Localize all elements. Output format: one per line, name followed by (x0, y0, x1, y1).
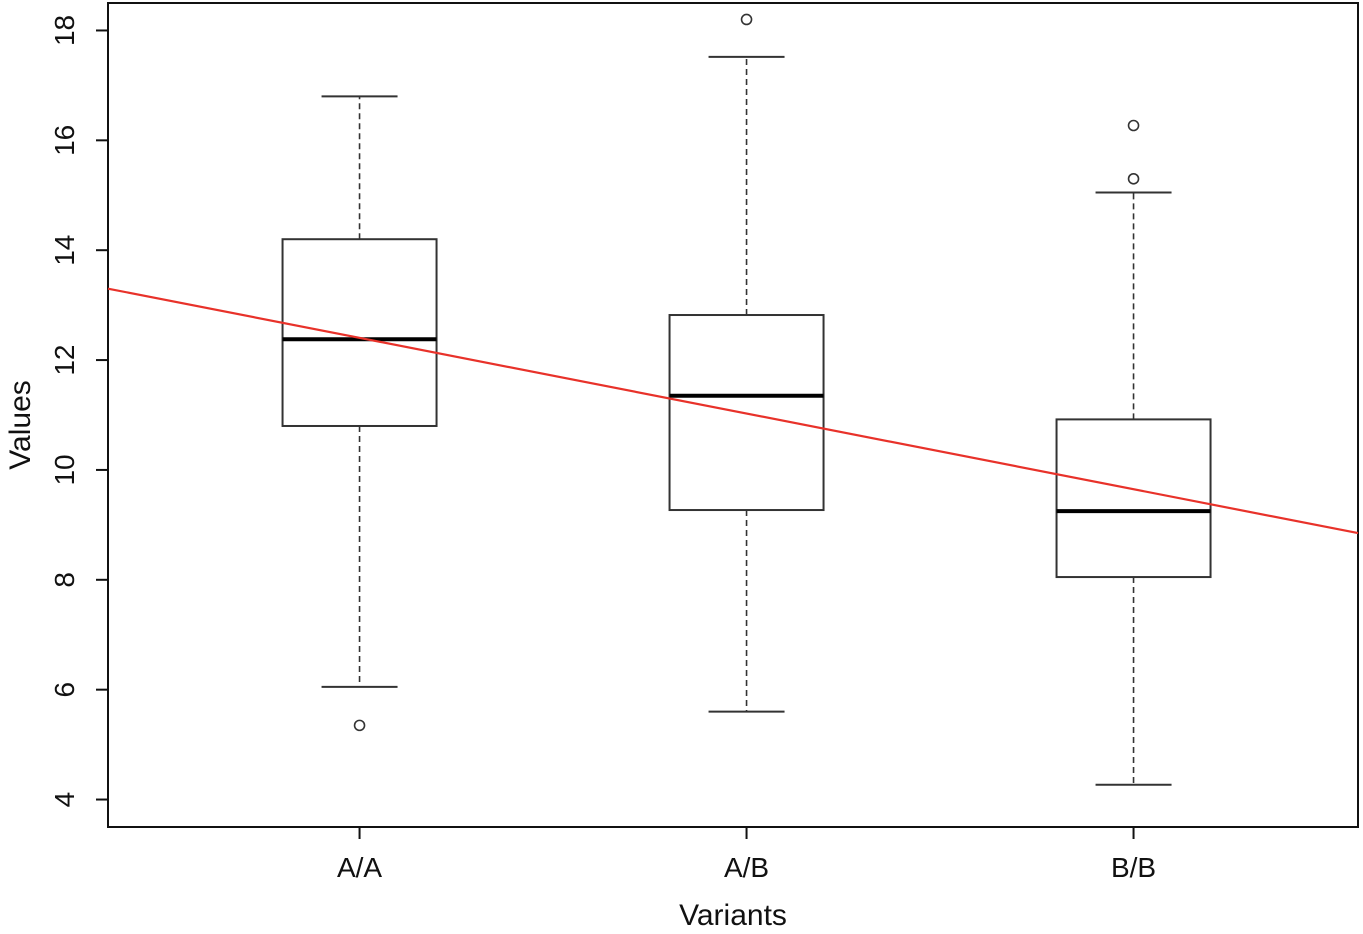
x-tick-label: A/A (337, 852, 382, 883)
outlier-point (353, 719, 366, 732)
x-tick-label: A/B (724, 852, 769, 883)
outlier-point (1127, 119, 1140, 132)
x-tick-label: B/B (1111, 852, 1156, 883)
y-tick-label: 4 (49, 792, 80, 808)
box-a-a (281, 95, 438, 732)
y-tick-label: 18 (49, 15, 80, 46)
outlier-point (740, 13, 753, 26)
x-axis: A/A A/B B/B (337, 827, 1156, 883)
box-a-b (668, 13, 825, 713)
trend-line (107, 287, 1359, 535)
box-b-b (1055, 119, 1212, 786)
plot-area-border (107, 2, 1359, 828)
y-axis: 4 6 8 10 12 14 16 18 (49, 15, 108, 807)
y-tick-label: 14 (49, 235, 80, 266)
trend-line-group (107, 287, 1359, 535)
y-tick-label: 10 (49, 454, 80, 485)
interquartile-box (1055, 418, 1212, 579)
x-axis-label: Variants (679, 899, 787, 932)
y-tick-label: 16 (49, 125, 80, 156)
outlier-point (1127, 172, 1140, 185)
y-axis-label: Values (4, 380, 37, 470)
y-tick-label: 12 (49, 344, 80, 375)
boxes (281, 13, 1212, 786)
y-tick-label: 8 (49, 572, 80, 588)
y-tick-label: 6 (49, 682, 80, 698)
plot-frame (107, 2, 1359, 828)
interquartile-box (281, 238, 438, 427)
